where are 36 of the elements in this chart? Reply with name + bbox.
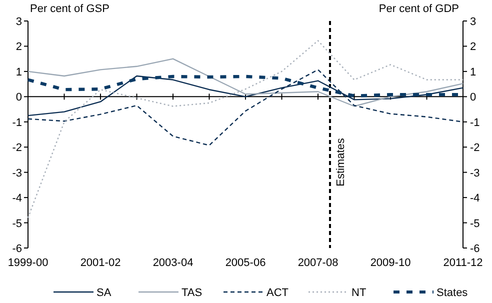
y-axis-title: Per cent of GSP: [30, 3, 110, 15]
y-tick-label: -2: [12, 142, 22, 154]
x-tick-label: 2009-10: [370, 257, 411, 269]
legend-label: NT: [352, 287, 366, 299]
y-tick-label: 0: [16, 92, 22, 104]
y2-tick-label: -2: [470, 142, 480, 154]
y-tick-label: -1: [12, 116, 22, 129]
y2-tick-label: 2: [470, 41, 476, 54]
y2-tick-label: -4: [470, 192, 480, 205]
y-tick-label: -4: [12, 192, 22, 205]
y-tick-label: 3: [16, 16, 22, 28]
y-tick-label: -5: [12, 218, 22, 230]
x-tick-label: 1999-00: [8, 257, 48, 269]
y-tick-label: 1: [16, 66, 22, 78]
line-series: [27, 40, 464, 218]
x-tick-label: 2005-06: [225, 257, 266, 269]
ref-line-label: Estimates: [335, 138, 347, 186]
y-tick-label: -3: [12, 167, 22, 180]
x-tick-label: 2003-04: [152, 257, 194, 269]
y2-tick-label: -5: [470, 218, 480, 230]
legend-label: SA: [96, 287, 112, 299]
y2-tick-label: 1: [470, 66, 476, 78]
y2-axis-title: Per cent of GDP: [378, 3, 459, 15]
y2-tick-label: -3: [470, 167, 480, 180]
y2-tick-label: -6: [470, 243, 480, 255]
x-tick-label: 2007-08: [298, 257, 338, 269]
y-tick-label: -6: [12, 243, 22, 255]
x-tick-label: 2011-12: [443, 257, 483, 269]
legend-label: TAS: [182, 287, 202, 299]
legend-label: States: [436, 287, 468, 299]
y2-tick-label: -1: [470, 116, 480, 129]
x-tick-label: 2001-02: [80, 257, 121, 269]
legend-label: ACT: [266, 287, 289, 299]
y2-tick-label: 3: [470, 16, 476, 28]
y2-tick-label: 0: [470, 92, 476, 104]
y-tick-label: 2: [16, 41, 22, 54]
